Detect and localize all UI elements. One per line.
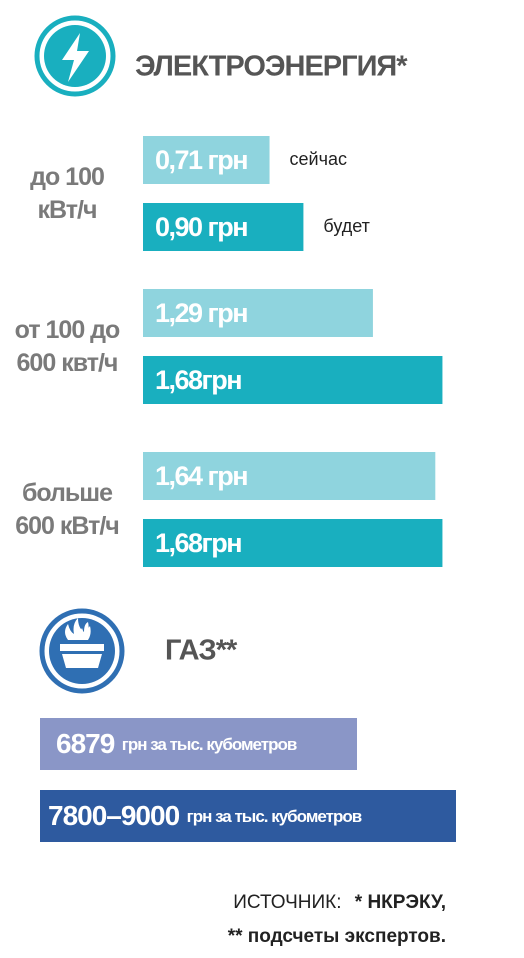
bar [143, 356, 443, 404]
legend-entry: сейчас [290, 149, 347, 169]
value-label: 1,68грн [155, 528, 241, 558]
category-label: до 100 кВт/ч [30, 162, 105, 224]
icon-ring [39, 608, 125, 694]
bar [143, 519, 443, 567]
gas-amount: 6879 [56, 728, 115, 759]
gas-unit: грн за тыс. кубометров [187, 807, 362, 826]
value-label: 1,64 грн [155, 461, 247, 491]
gas-price: 6879 грн за тыс. кубометров [56, 728, 297, 759]
burner [60, 618, 104, 668]
lightning [62, 33, 89, 82]
gas-price: 7800–9000 грн за тыс. кубометров [48, 800, 362, 831]
source-line2: ** подсчеты экспертов. [228, 926, 446, 947]
bar [143, 136, 270, 184]
category-label: от 100 до 600 квт/ч [14, 315, 121, 377]
source-label: ИСТОЧНИК: [233, 892, 341, 913]
legend-entry: будет [323, 216, 369, 236]
gas-bar [40, 718, 357, 770]
bar [143, 289, 373, 337]
chart-title: ЭЛЕКТРОЭНЕРГИЯ* [135, 51, 408, 83]
value-label: 0,90 грн [155, 212, 247, 242]
gas-unit: грн за тыс. кубометров [122, 735, 297, 754]
gas-amount: 7800–9000 [48, 800, 180, 831]
source: ИСТОЧНИК: * НКРЭКУ, [233, 892, 446, 913]
bar [143, 452, 436, 500]
value-label: 1,68грн [155, 365, 241, 395]
value-label: 0,71 грн [155, 145, 247, 175]
gas-title: ГАЗ** [165, 635, 238, 667]
value-label: 1,29 грн [155, 298, 247, 328]
category-label: больше 600 кВт/ч [15, 478, 120, 540]
icon-ring [34, 15, 116, 97]
source-line1: * НКРЭКУ, [355, 892, 446, 913]
gas-bar [40, 790, 456, 842]
bar [143, 203, 304, 251]
